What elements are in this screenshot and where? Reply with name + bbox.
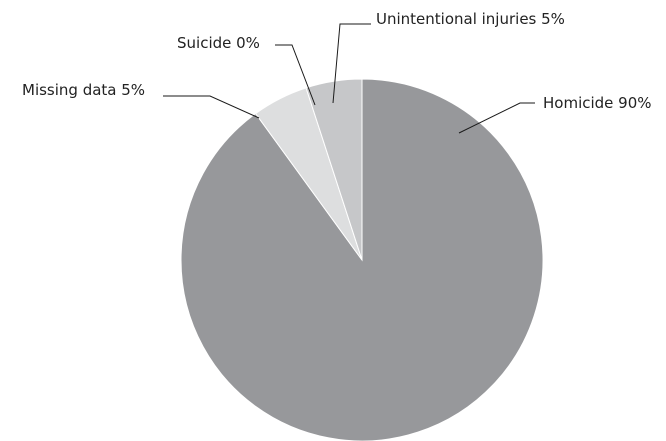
leader-unintentional-injuries	[332, 23, 371, 104]
slice-unintentional-injuries	[305, 78, 363, 261]
leader-missing-data	[163, 95, 260, 119]
pie-slices	[180, 78, 544, 441]
leader-lines	[163, 23, 535, 134]
label-suicide: Suicide 0%	[177, 34, 260, 52]
label-missing-data: Missing data 5%	[22, 81, 145, 99]
label-unintentional-injuries: Unintentional injuries 5%	[376, 10, 565, 28]
leader-homicide	[458, 102, 535, 134]
leader-suicide	[275, 44, 316, 106]
slice-labels: Homicide 90% Missing data 5% Suicide 0% …	[22, 10, 652, 112]
label-homicide: Homicide 90%	[543, 94, 652, 112]
